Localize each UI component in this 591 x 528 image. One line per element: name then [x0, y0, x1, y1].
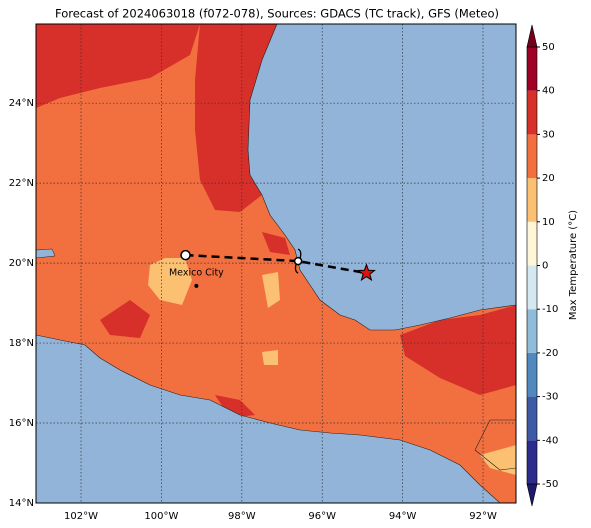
- colorbar-segment: [527, 90, 537, 135]
- warm-area: [262, 272, 280, 308]
- warm-area: [262, 350, 278, 365]
- colorbar-segment: [527, 396, 537, 441]
- gulf-of-mexico: [247, 24, 516, 331]
- title: Forecast of 2024063018 (f072-078), Sourc…: [55, 7, 499, 21]
- colorbar-tick-label: -30: [542, 392, 558, 403]
- track-point: [180, 249, 191, 261]
- lake: [36, 248, 56, 259]
- x-tick-label: 98°W: [228, 511, 256, 522]
- hot-area: [262, 232, 290, 255]
- track-line: [185, 253, 367, 275]
- hot-area: [36, 24, 200, 108]
- storm-symbol: [293, 256, 303, 266]
- colorbar-segment: [527, 47, 537, 91]
- colorbar-tick-label: 40: [542, 86, 555, 97]
- pacific-ocean: [36, 334, 501, 503]
- hot-area: [215, 395, 255, 418]
- warm-area: [480, 445, 516, 475]
- colorbar-under: [526, 483, 538, 507]
- x-tick-label: 100°W: [144, 511, 178, 522]
- colorbar-tick-label: 10: [542, 217, 555, 228]
- y-tick-label: 14°N: [9, 498, 34, 509]
- colorbar-segment: [527, 221, 537, 266]
- colorbar-segment: [527, 265, 537, 310]
- colorbar-tick-label: -20: [542, 348, 558, 359]
- colorbar-tick-label: 50: [542, 42, 555, 53]
- colorbar-tick-label: -10: [542, 304, 558, 315]
- colorbar: -50 -40 -30 -20 -10 0 10 20 30 40 50: [526, 24, 558, 507]
- colorbar-tick-label: 30: [542, 129, 555, 140]
- y-tick-label: 18°N: [9, 338, 34, 349]
- colorbar-tick-label: 20: [542, 173, 555, 184]
- colorbar-segment: [527, 352, 537, 397]
- grid: [36, 24, 516, 503]
- x-tick-label: 102°W: [64, 511, 98, 522]
- hot-area: [400, 305, 516, 395]
- city-label: Mexico City: [169, 267, 224, 278]
- colorbar-over: [526, 24, 538, 48]
- colorbar-tick-label: -40: [542, 435, 558, 446]
- storm-arm: [294, 248, 302, 274]
- city-marker: [194, 283, 199, 288]
- colorbar-tick-label: 0: [542, 261, 548, 272]
- forecast-star: [356, 263, 376, 282]
- map-body: [36, 24, 516, 503]
- y-tick-label: 20°N: [9, 258, 34, 269]
- map-frame: [35, 23, 517, 504]
- border: [474, 419, 516, 471]
- x-tick-label: 94°W: [389, 511, 417, 522]
- hot-area: [100, 300, 150, 338]
- colorbar-segment: [527, 178, 537, 222]
- colorbar-segment: [527, 309, 537, 353]
- x-tick-label: 92°W: [469, 511, 497, 522]
- colorbar-segment: [527, 440, 537, 484]
- hot-area: [195, 24, 277, 212]
- x-tick-label: 96°W: [308, 511, 336, 522]
- warm-area: [148, 258, 192, 305]
- colorbar-tick-label: -50: [542, 479, 558, 490]
- y-tick-label: 24°N: [9, 98, 34, 109]
- y-tick-label: 16°N: [9, 418, 34, 429]
- y-tick-label: 22°N: [9, 178, 34, 189]
- colorbar-segment: [527, 134, 537, 179]
- colorbar-label: Max Temperature (°C): [568, 210, 579, 320]
